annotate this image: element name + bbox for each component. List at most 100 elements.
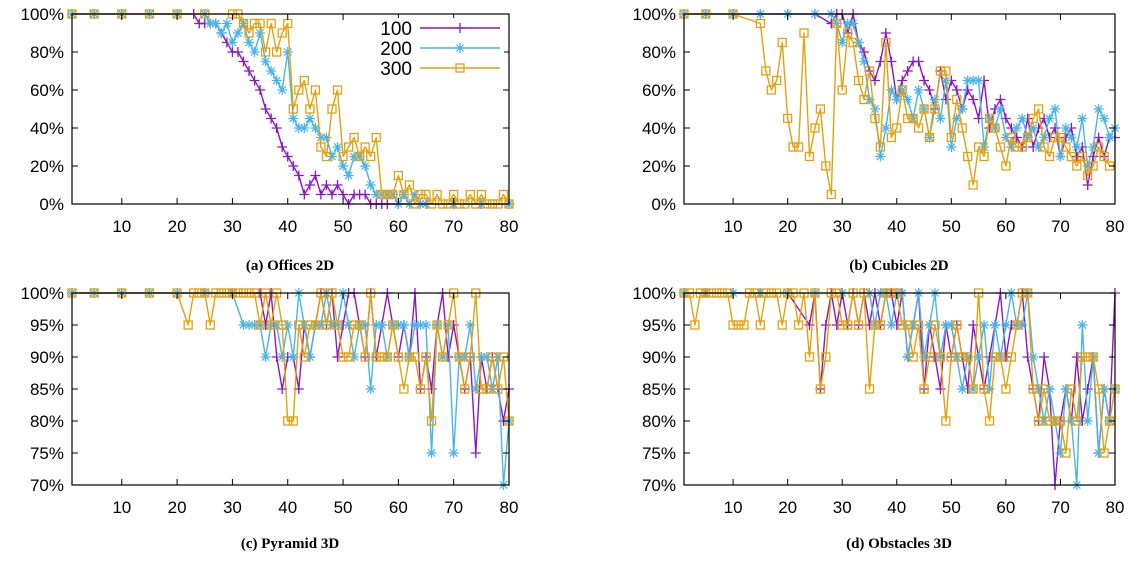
- data-point: [205, 320, 215, 330]
- data-point: [315, 320, 326, 330]
- data-point: [903, 113, 913, 124]
- data-point: [349, 320, 359, 330]
- data-point: [837, 37, 848, 48]
- data-point: [332, 142, 343, 152]
- data-point: [1077, 113, 1088, 124]
- data-point: [426, 416, 437, 426]
- data-point: [293, 170, 304, 181]
- data-point: [1104, 132, 1115, 143]
- data-point: [349, 151, 360, 162]
- data-point: [216, 28, 227, 38]
- data-point: [332, 352, 343, 362]
- data-point: [777, 37, 787, 48]
- data-point: [409, 320, 420, 330]
- y-tick-label: 40%: [642, 119, 676, 138]
- data-point: [310, 170, 321, 181]
- data-point: [690, 320, 700, 330]
- data-point: [1044, 416, 1055, 426]
- data-point: [343, 142, 354, 152]
- data-point: [951, 85, 962, 95]
- data-point: [815, 104, 826, 114]
- data-point: [1012, 142, 1022, 152]
- data-point: [870, 320, 880, 330]
- data-point: [984, 416, 995, 426]
- data-point: [360, 352, 370, 362]
- data-point: [1028, 113, 1038, 124]
- chart-panel-3: 70% 75% 80% 85% 90% 95% 100% 10 20 30 40 50 60 70 80 (c…: [21, 284, 519, 552]
- data-point: [995, 352, 1006, 362]
- data-point: [772, 75, 782, 86]
- data-point: [924, 132, 935, 143]
- data-point: [1050, 132, 1060, 143]
- series-100: [67, 288, 514, 458]
- data-point: [1071, 352, 1082, 362]
- data-point: [935, 352, 946, 362]
- data-point: [1044, 151, 1055, 162]
- data-point: [968, 180, 978, 190]
- y-tick-label: 100%: [21, 284, 64, 303]
- y-tick-label: 80%: [30, 43, 64, 62]
- data-point: [832, 18, 842, 29]
- data-point: [892, 123, 902, 133]
- data-point: [940, 320, 951, 330]
- data-point: [244, 28, 254, 38]
- series-line-300: [72, 13, 510, 205]
- data-point: [853, 75, 864, 86]
- data-point: [821, 161, 831, 171]
- data-point: [875, 151, 886, 162]
- x-tick-label: 20: [778, 498, 797, 517]
- data-point: [1071, 142, 1082, 152]
- data-point: [1049, 104, 1060, 114]
- data-point: [1082, 416, 1093, 426]
- data-point: [1017, 142, 1027, 152]
- data-point: [1039, 416, 1050, 426]
- data-point: [919, 75, 930, 86]
- y-tick-label: 75%: [30, 444, 64, 463]
- data-point: [902, 94, 913, 105]
- x-tick-label: 30: [223, 498, 242, 517]
- data-point: [940, 75, 951, 86]
- data-point: [266, 18, 276, 29]
- data-point: [260, 56, 271, 67]
- data-point: [305, 320, 315, 330]
- data-point: [924, 85, 935, 95]
- data-point: [957, 384, 968, 394]
- data-point: [837, 320, 847, 330]
- data-point: [946, 132, 956, 143]
- data-point: [183, 320, 193, 330]
- x-tick-label: 30: [223, 217, 242, 236]
- data-point: [897, 320, 907, 330]
- data-point: [973, 75, 984, 86]
- plot-frame: [71, 13, 510, 205]
- data-point: [1082, 180, 1093, 190]
- data-point: [1039, 352, 1050, 362]
- data-point: [859, 56, 870, 67]
- data-point: [891, 94, 902, 105]
- data-point: [875, 142, 886, 152]
- x-tick-label: 20: [168, 217, 187, 236]
- data-point: [788, 142, 798, 152]
- series-300: [679, 9, 1115, 200]
- x-tick-label: 60: [389, 498, 408, 517]
- data-point: [804, 151, 815, 162]
- data-point: [935, 66, 946, 76]
- data-point: [321, 320, 332, 330]
- data-point: [963, 151, 973, 162]
- y-tick-label: 20%: [30, 157, 64, 176]
- data-point: [393, 352, 404, 362]
- data-point: [294, 85, 304, 95]
- y-tick-label: 100%: [21, 5, 64, 24]
- data-point: [1044, 113, 1055, 124]
- data-point: [288, 161, 299, 171]
- data-point: [393, 170, 404, 181]
- data-point: [946, 142, 957, 152]
- x-tick-label: 50: [334, 498, 353, 517]
- data-point: [305, 104, 315, 114]
- data-point: [255, 320, 265, 330]
- data-point: [902, 66, 913, 76]
- data-point: [343, 320, 354, 330]
- data-point: [310, 123, 321, 133]
- data-point: [1082, 161, 1093, 171]
- data-point: [990, 123, 1000, 133]
